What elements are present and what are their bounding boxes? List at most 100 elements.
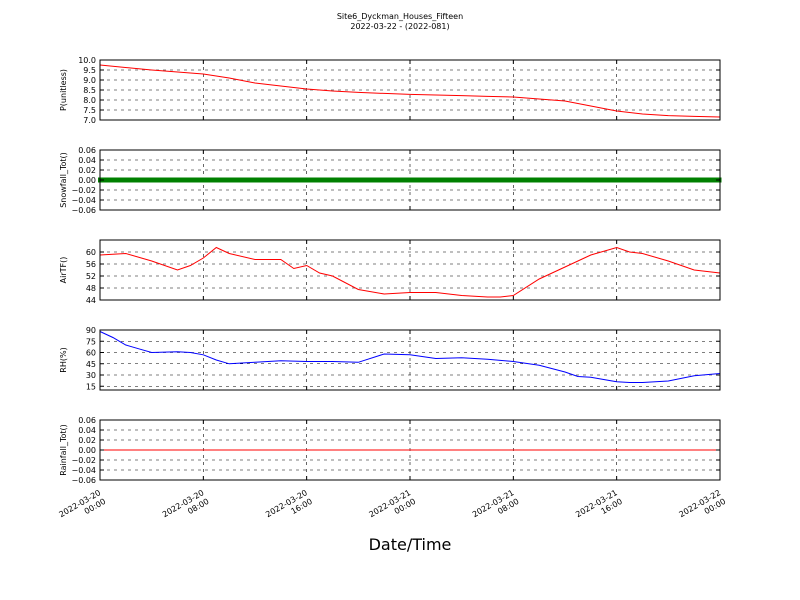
data-point xyxy=(266,177,270,183)
data-point xyxy=(576,177,581,183)
data-point xyxy=(263,177,268,183)
data-point xyxy=(314,177,319,183)
y-tick-label: 30 xyxy=(86,371,96,380)
data-point xyxy=(444,177,449,183)
data-point xyxy=(299,177,304,183)
data-point xyxy=(257,177,262,183)
data-point xyxy=(253,177,258,183)
data-point xyxy=(169,177,174,183)
data-point xyxy=(333,177,338,183)
grid xyxy=(100,240,720,300)
data-point xyxy=(549,177,554,183)
data-point xyxy=(429,177,434,183)
y-tick-label: 8.5 xyxy=(83,86,96,95)
data-point xyxy=(203,177,207,183)
data-point xyxy=(339,177,344,183)
data-point xyxy=(473,177,478,183)
data-point xyxy=(280,177,285,183)
data-point xyxy=(287,177,291,183)
data-point xyxy=(259,177,264,183)
data-point xyxy=(198,177,203,183)
data-point xyxy=(158,177,163,183)
data-point xyxy=(375,177,380,183)
data-point xyxy=(278,177,283,183)
data-point xyxy=(461,177,466,183)
data-point xyxy=(551,177,556,183)
data-point xyxy=(228,177,233,183)
data-point xyxy=(589,177,594,183)
data-point xyxy=(419,177,424,183)
grid xyxy=(100,330,720,390)
data-point xyxy=(446,177,451,183)
data-point xyxy=(585,177,590,183)
data-point xyxy=(524,177,529,183)
data-point xyxy=(660,177,665,183)
data-point xyxy=(345,177,350,183)
data-point xyxy=(116,177,121,183)
data-point xyxy=(450,177,455,183)
data-point xyxy=(528,177,533,183)
data-point xyxy=(152,177,157,183)
data-point xyxy=(686,177,690,183)
data-point xyxy=(604,177,609,183)
data-point xyxy=(387,177,392,183)
data-point xyxy=(690,177,695,183)
data-point xyxy=(471,177,476,183)
data-point xyxy=(547,177,552,183)
data-point xyxy=(587,177,592,183)
data-point xyxy=(394,177,399,183)
data-point xyxy=(364,177,369,183)
data-point xyxy=(215,177,220,183)
data-point xyxy=(102,177,107,183)
data-point xyxy=(142,177,147,183)
data-point xyxy=(140,177,144,183)
y-tick-label: 56 xyxy=(86,260,96,269)
data-point xyxy=(513,177,518,183)
data-point xyxy=(133,177,138,183)
data-point xyxy=(625,177,630,183)
data-point xyxy=(112,177,117,183)
data-point xyxy=(440,177,445,183)
data-point xyxy=(127,177,132,183)
data-point xyxy=(683,177,688,183)
y-axis-label: P(unitless) xyxy=(59,69,68,111)
data-point xyxy=(469,177,474,183)
data-point xyxy=(402,177,407,183)
data-point xyxy=(574,177,579,183)
data-point xyxy=(270,177,275,183)
data-point xyxy=(501,177,506,183)
data-point xyxy=(186,177,191,183)
data-point xyxy=(570,177,575,183)
data-point xyxy=(677,177,682,183)
data-point xyxy=(205,177,210,183)
data-point xyxy=(209,177,214,183)
data-point xyxy=(188,177,193,183)
data-point xyxy=(301,177,306,183)
data-point xyxy=(599,177,604,183)
data-point xyxy=(123,177,128,183)
y-tick-label: −0.04 xyxy=(71,466,96,475)
data-point xyxy=(505,177,510,183)
data-point xyxy=(656,177,661,183)
data-point xyxy=(255,177,260,183)
data-point xyxy=(566,177,571,183)
data-point xyxy=(539,177,543,183)
data-point xyxy=(679,177,684,183)
data-point xyxy=(383,177,388,183)
data-point xyxy=(125,177,130,183)
data-point xyxy=(564,177,569,183)
data-point xyxy=(595,177,600,183)
data-point xyxy=(148,177,153,183)
data-point xyxy=(322,177,327,183)
data-point xyxy=(329,177,333,183)
data-point xyxy=(486,177,491,183)
data-point xyxy=(709,177,714,183)
data-point xyxy=(522,177,527,183)
data-point xyxy=(261,177,266,183)
data-point xyxy=(129,177,134,183)
y-tick-label: 7.0 xyxy=(83,116,96,125)
panel-2: 44 48 52 56 60 AirTF() xyxy=(59,239,721,305)
y-tick-label: 0.00 xyxy=(78,176,96,185)
y-tick-label: 60 xyxy=(86,248,96,257)
